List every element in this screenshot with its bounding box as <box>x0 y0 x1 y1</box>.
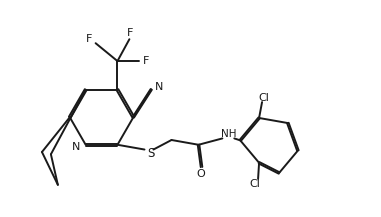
Text: N: N <box>155 82 163 92</box>
Text: N: N <box>72 142 80 152</box>
Text: O: O <box>196 169 205 179</box>
Text: Cl: Cl <box>259 93 269 103</box>
Text: F: F <box>85 34 92 44</box>
Text: Cl: Cl <box>250 179 261 189</box>
Text: F: F <box>127 28 134 38</box>
Text: F: F <box>143 56 149 66</box>
Text: NH: NH <box>221 129 236 140</box>
Text: S: S <box>147 147 154 160</box>
